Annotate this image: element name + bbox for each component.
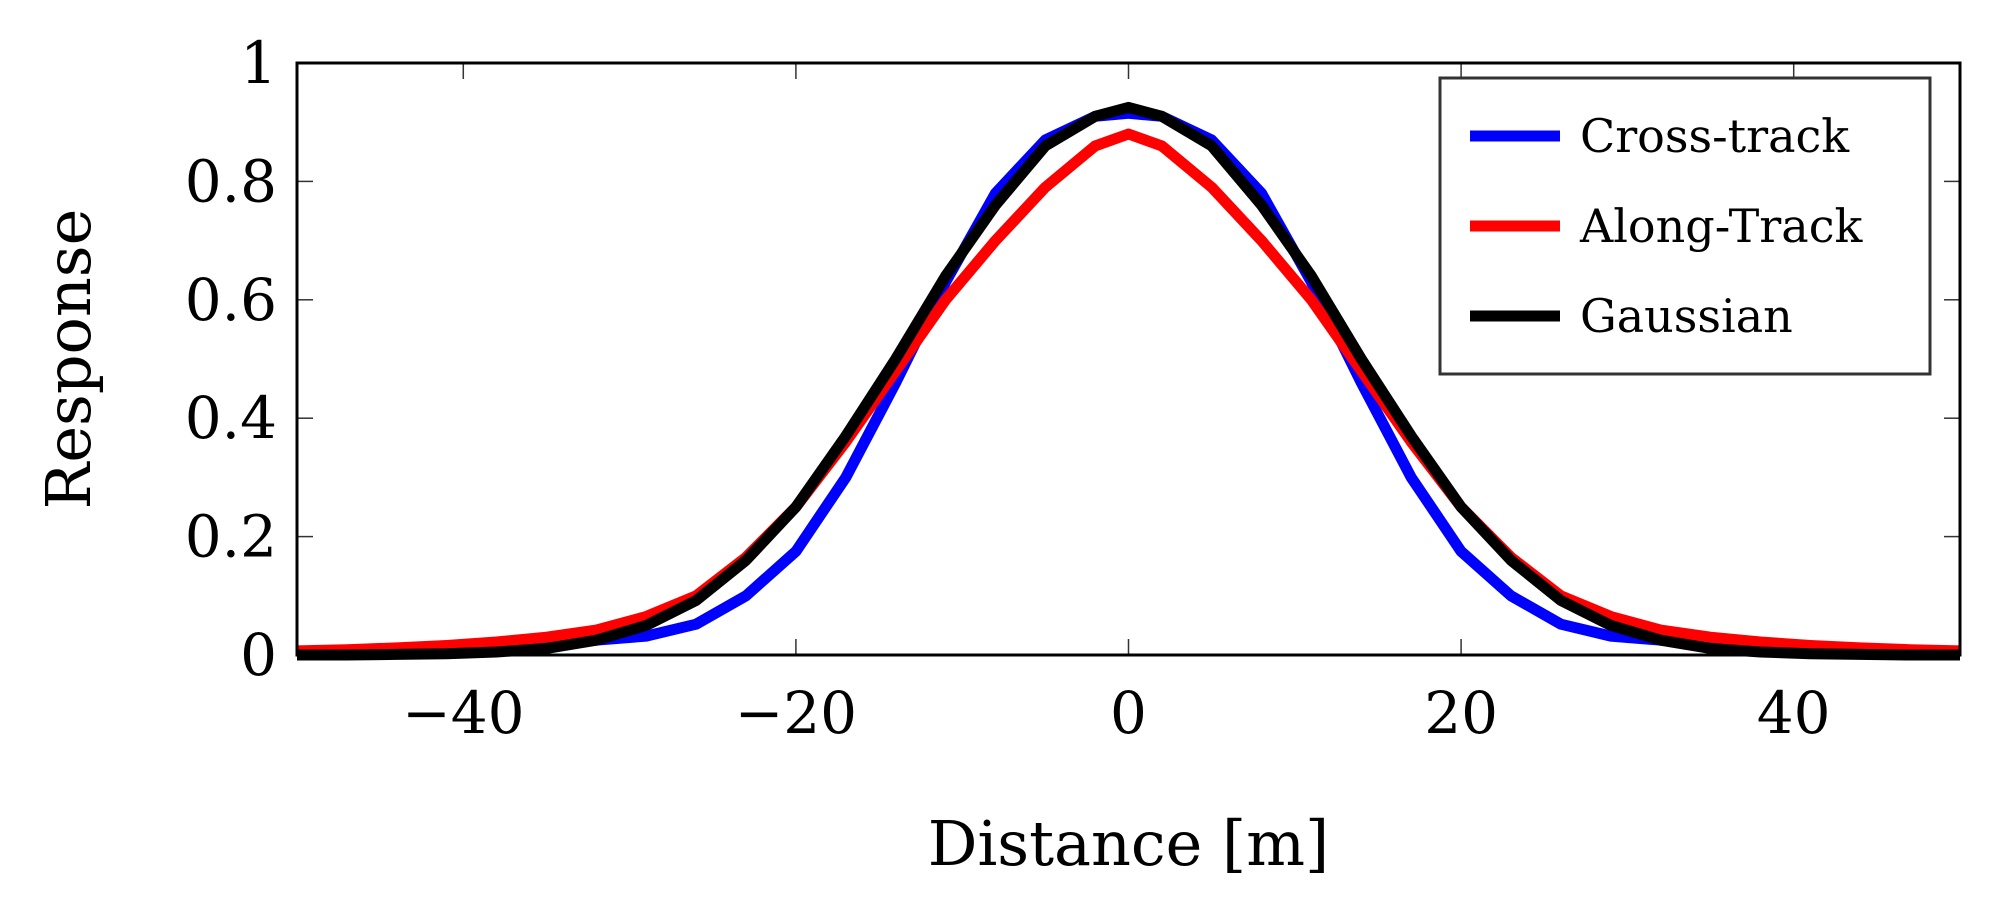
plot-frame [295,61,1962,657]
legend-label: Cross-track [1580,109,1850,163]
y-tick-label: 1 [240,29,277,97]
legend: Cross-track Along-Track Gaussian [1438,76,1932,376]
y-tick-label: 0.4 [185,384,277,452]
y-axis-label: Response [32,209,105,510]
series-lines [296,101,1961,661]
y-tick-label: 0.2 [185,503,277,571]
x-tick-label: −20 [735,679,857,747]
x-tick-label: 0 [1110,679,1147,747]
x-tick-label: −40 [402,679,524,747]
y-tick-label: 0.8 [185,147,277,215]
x-tick-label: 20 [1424,679,1498,747]
tick-labels: −40 −20 0 20 40 0 0.2 0.4 0.6 0.8 1 [185,29,1831,747]
y-tick-label: 0 [240,621,277,689]
x-axis-label: Distance [m] [928,807,1329,880]
legend-label: Along-Track [1579,199,1863,253]
series-line-along-track [296,128,1961,657]
x-tick-label: 40 [1757,679,1831,747]
y-tick-label: 0.6 [185,266,277,334]
series-line-gaussian [297,101,1960,661]
legend-label: Gaussian [1580,289,1793,343]
